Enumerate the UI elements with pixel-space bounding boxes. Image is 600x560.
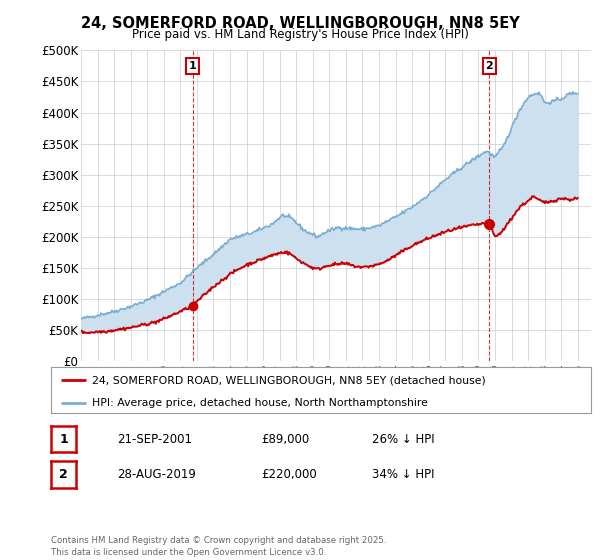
Text: HPI: Average price, detached house, North Northamptonshire: HPI: Average price, detached house, Nort… (91, 398, 427, 408)
Text: 24, SOMERFORD ROAD, WELLINGBOROUGH, NN8 5EY (detached house): 24, SOMERFORD ROAD, WELLINGBOROUGH, NN8 … (91, 375, 485, 385)
Text: 21-SEP-2001: 21-SEP-2001 (117, 432, 192, 446)
Text: 2: 2 (485, 61, 493, 71)
Text: 1: 1 (189, 61, 197, 71)
Text: Contains HM Land Registry data © Crown copyright and database right 2025.
This d: Contains HM Land Registry data © Crown c… (51, 536, 386, 557)
Text: 24, SOMERFORD ROAD, WELLINGBOROUGH, NN8 5EY: 24, SOMERFORD ROAD, WELLINGBOROUGH, NN8 … (80, 16, 520, 31)
Text: 28-AUG-2019: 28-AUG-2019 (117, 468, 196, 481)
Text: £220,000: £220,000 (261, 468, 317, 481)
Text: Price paid vs. HM Land Registry's House Price Index (HPI): Price paid vs. HM Land Registry's House … (131, 28, 469, 41)
Text: 2: 2 (59, 468, 68, 481)
Text: 34% ↓ HPI: 34% ↓ HPI (372, 468, 434, 481)
Text: £89,000: £89,000 (261, 432, 309, 446)
Text: 26% ↓ HPI: 26% ↓ HPI (372, 432, 434, 446)
Text: 1: 1 (59, 432, 68, 446)
